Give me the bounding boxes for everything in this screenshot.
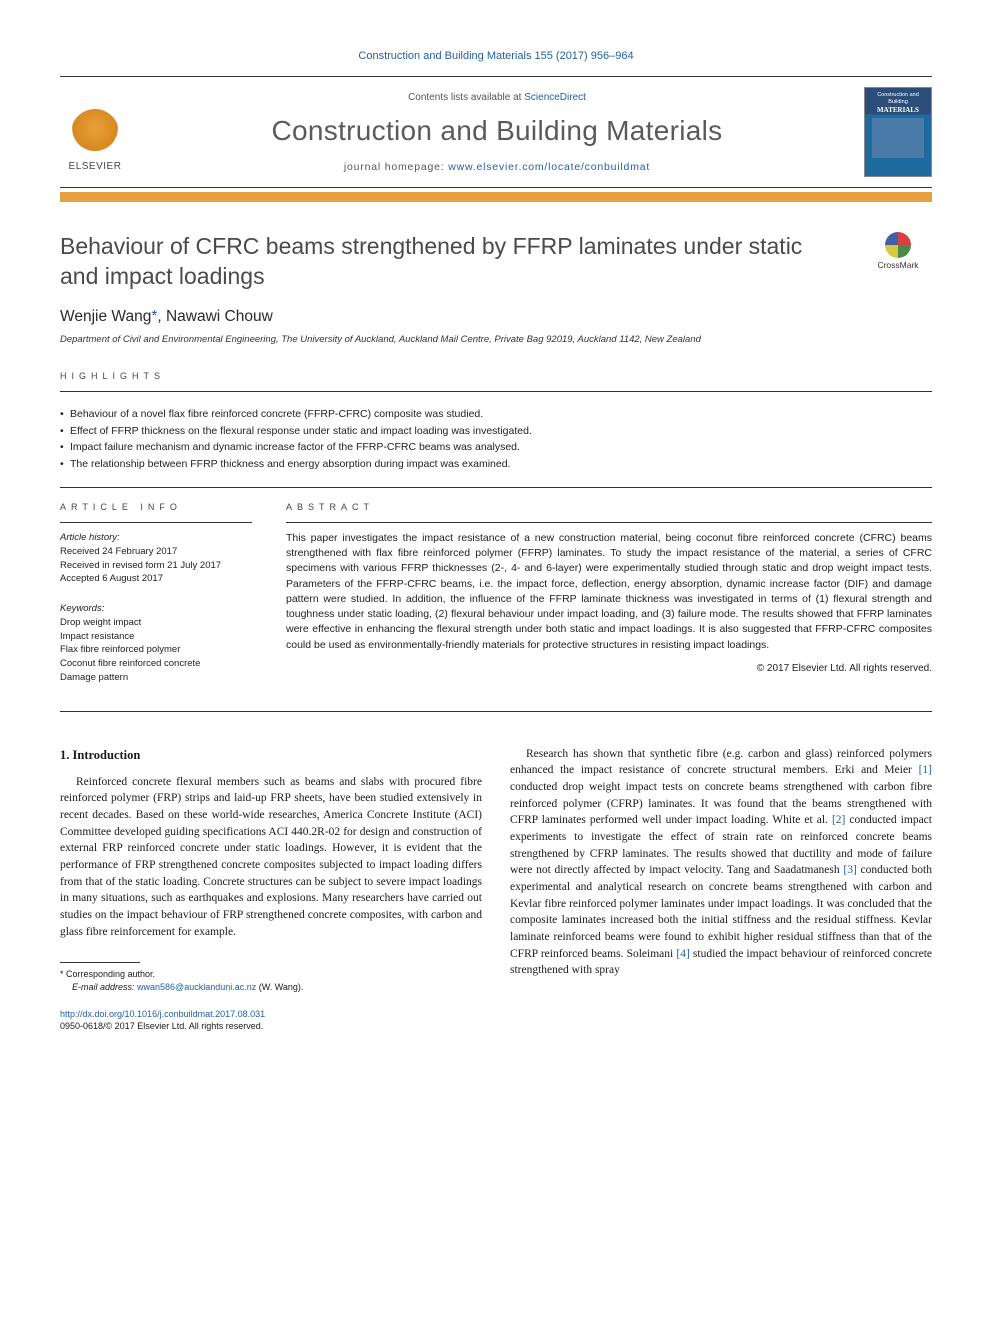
abstract-text: This paper investigates the impact resis… [286, 531, 932, 653]
highlights-list: Behaviour of a novel flax fibre reinforc… [60, 406, 932, 473]
article-title: Behaviour of CFRC beams strengthened by … [60, 232, 864, 292]
keywords-header: Keywords: [60, 602, 252, 616]
crossmark-badge[interactable]: CrossMark [864, 232, 932, 270]
cover-image-placeholder [872, 118, 924, 158]
body-paragraph: Research has shown that synthetic fibre … [510, 746, 932, 979]
body-two-column: 1. Introduction Reinforced concrete flex… [60, 746, 932, 1033]
journal-name: Construction and Building Materials [130, 115, 864, 147]
contents-prefix: Contents lists available at [408, 92, 524, 103]
highlights-rule-top [60, 391, 932, 392]
issn-copyright: 0950-0618/© 2017 Elsevier Ltd. All right… [60, 1021, 263, 1031]
abstract-column: abstract This paper investigates the imp… [286, 502, 932, 701]
crossmark-label: CrossMark [877, 260, 918, 270]
doi-link[interactable]: http://dx.doi.org/10.1016/j.conbuildmat.… [60, 1009, 265, 1019]
abstract-label: abstract [286, 502, 932, 512]
header-citation: Construction and Building Materials 155 … [60, 50, 932, 62]
sciencedirect-link[interactable]: ScienceDirect [524, 92, 586, 103]
keywords-block: Keywords: Drop weight impact Impact resi… [60, 602, 252, 685]
crossmark-icon [885, 232, 911, 258]
body-text: Research has shown that synthetic fibre … [510, 748, 932, 777]
abstract-copyright: © 2017 Elsevier Ltd. All rights reserved… [286, 663, 932, 674]
email-suffix: (W. Wang). [256, 982, 303, 992]
homepage-prefix: journal homepage: [344, 161, 448, 173]
corresponding-footer: * Corresponding author. E-mail address: … [60, 962, 482, 1032]
doi-block: http://dx.doi.org/10.1016/j.conbuildmat.… [60, 1008, 482, 1033]
homepage-link[interactable]: www.elsevier.com/locate/conbuildmat [448, 161, 650, 173]
highlight-item: Effect of FFRP thickness on the flexural… [60, 423, 932, 440]
elsevier-tree-icon [71, 109, 119, 157]
keyword: Flax fibre reinforced polymer [60, 643, 252, 657]
reference-link[interactable]: [3] [843, 864, 856, 876]
accent-bar [60, 192, 932, 202]
contents-available-line: Contents lists available at ScienceDirec… [130, 92, 864, 103]
article-history-block: Article history: Received 24 February 20… [60, 531, 252, 586]
keyword: Damage pattern [60, 671, 252, 685]
email-label: E-mail address: [72, 982, 137, 992]
section-heading: 1. Introduction [60, 746, 482, 764]
revised-date: Received in revised form 21 July 2017 [60, 559, 252, 573]
history-header: Article history: [60, 531, 252, 545]
highlight-item: Impact failure mechanism and dynamic inc… [60, 439, 932, 456]
keyword: Drop weight impact [60, 616, 252, 630]
reference-link[interactable]: [2] [832, 814, 845, 826]
cover-title-line2: MATERIALS [877, 106, 919, 114]
journal-masthead: ELSEVIER Contents lists available at Sci… [60, 76, 932, 188]
author-2: , Nawawi Chouw [157, 308, 272, 325]
section-title: Introduction [73, 748, 141, 762]
journal-cover-thumbnail: Construction and Building MATERIALS [864, 87, 932, 177]
section-number: 1. [60, 748, 69, 762]
reference-link[interactable]: [1] [919, 764, 932, 776]
keyword: Coconut fibre reinforced concrete [60, 657, 252, 671]
page-container: Construction and Building Materials 155 … [0, 0, 992, 1073]
received-date: Received 24 February 2017 [60, 545, 252, 559]
reference-link[interactable]: [4] [676, 948, 689, 960]
info-rule [60, 522, 252, 523]
elsevier-logo: ELSEVIER [60, 92, 130, 172]
highlights-rule-bottom [60, 487, 932, 488]
accepted-date: Accepted 6 August 2017 [60, 572, 252, 586]
body-paragraph: Reinforced concrete flexural members suc… [60, 774, 482, 941]
journal-homepage-line: journal homepage: www.elsevier.com/locat… [130, 161, 864, 173]
author-1: Wenjie Wang [60, 308, 151, 325]
abstract-bottom-rule [60, 711, 932, 712]
corresponding-author-note: * Corresponding author. [60, 968, 482, 981]
highlight-item: The relationship between FFRP thickness … [60, 456, 932, 473]
article-info-column: article info Article history: Received 2… [60, 502, 252, 701]
highlight-item: Behaviour of a novel flax fibre reinforc… [60, 406, 932, 423]
email-line: E-mail address: wwan586@aucklanduni.ac.n… [60, 981, 482, 994]
publisher-name: ELSEVIER [69, 161, 122, 172]
title-row: Behaviour of CFRC beams strengthened by … [60, 232, 932, 292]
body-text: conducted both experimental and analytic… [510, 864, 932, 959]
email-link[interactable]: wwan586@aucklanduni.ac.nz [137, 982, 256, 992]
footnote-rule [60, 962, 140, 963]
masthead-center: Contents lists available at ScienceDirec… [130, 92, 864, 173]
affiliation: Department of Civil and Environmental En… [60, 334, 932, 345]
highlights-section: highlights Behaviour of a novel flax fib… [60, 371, 932, 488]
cover-title-line1: Construction and Building [869, 92, 927, 105]
article-info-label: article info [60, 502, 252, 512]
info-abstract-row: article info Article history: Received 2… [60, 502, 932, 701]
highlights-label: highlights [60, 371, 932, 381]
authors-line: Wenjie Wang*, Nawawi Chouw [60, 308, 932, 326]
keyword: Impact resistance [60, 630, 252, 644]
abstract-rule [286, 522, 932, 523]
